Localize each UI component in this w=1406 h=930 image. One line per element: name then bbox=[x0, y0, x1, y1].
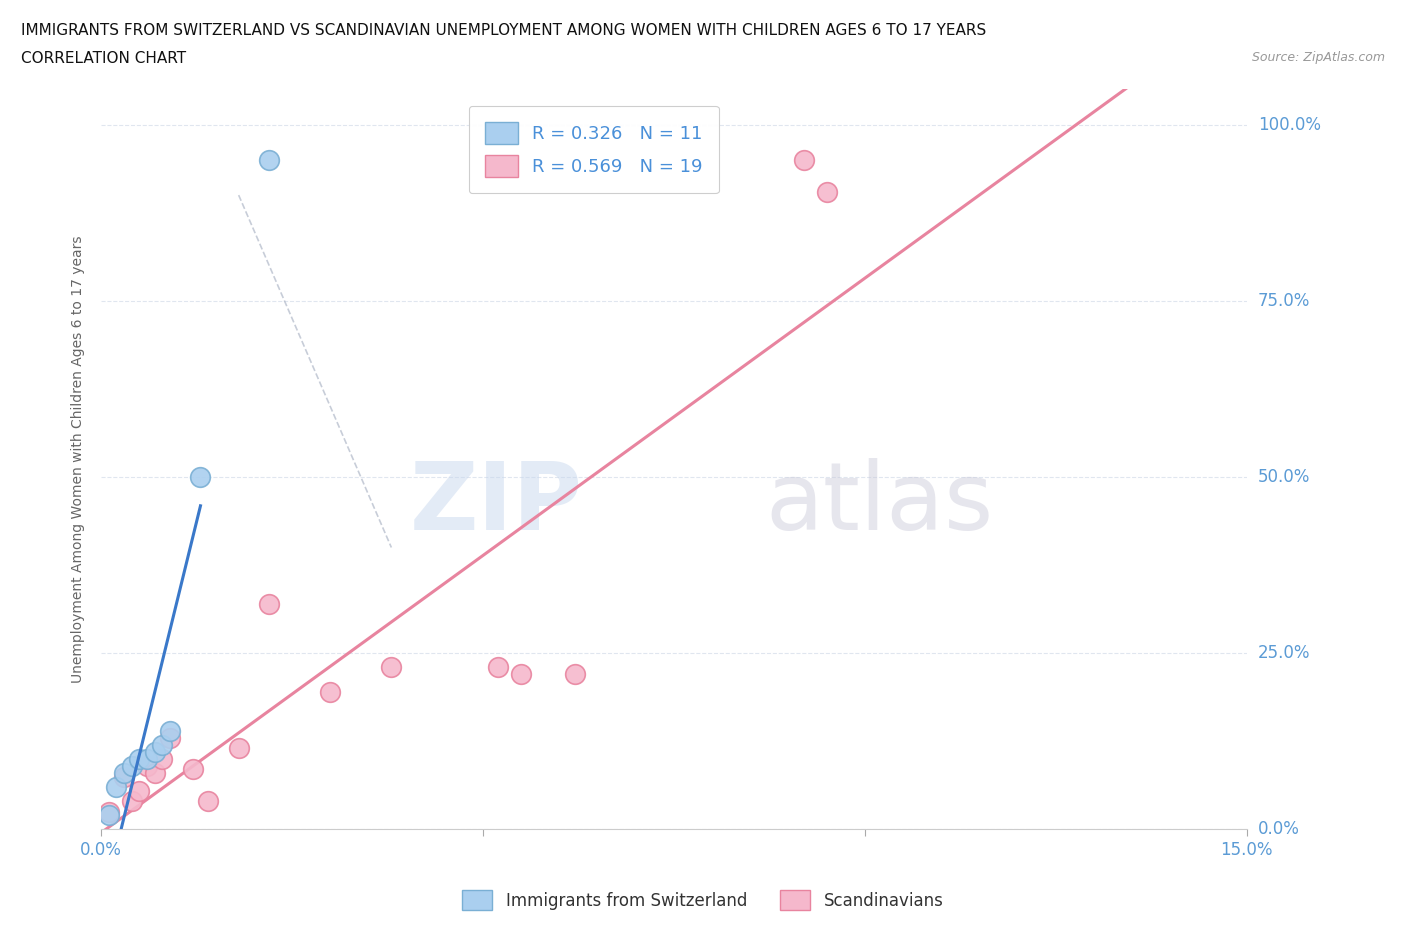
Legend: R = 0.326   N = 11, R = 0.569   N = 19: R = 0.326 N = 11, R = 0.569 N = 19 bbox=[468, 106, 718, 193]
Point bbox=[150, 737, 173, 752]
Text: IMMIGRANTS FROM SWITZERLAND VS SCANDINAVIAN UNEMPLOYMENT AMONG WOMEN WITH CHILDR: IMMIGRANTS FROM SWITZERLAND VS SCANDINAV… bbox=[21, 23, 987, 38]
Y-axis label: Unemployment Among Women with Children Ages 6 to 17 years: Unemployment Among Women with Children A… bbox=[72, 235, 86, 684]
Text: CORRELATION CHART: CORRELATION CHART bbox=[21, 51, 186, 66]
Point bbox=[257, 153, 280, 167]
Text: 0.0%: 0.0% bbox=[1258, 820, 1299, 838]
Point bbox=[97, 808, 120, 823]
Point bbox=[228, 741, 250, 756]
Point bbox=[143, 744, 166, 759]
Text: ZIP: ZIP bbox=[409, 458, 582, 550]
Point bbox=[128, 751, 150, 766]
Point bbox=[564, 667, 586, 682]
Point bbox=[181, 762, 204, 777]
Point bbox=[486, 660, 509, 675]
Point bbox=[190, 470, 212, 485]
Text: atlas: atlas bbox=[765, 458, 994, 550]
Point bbox=[159, 730, 181, 745]
Point bbox=[319, 684, 342, 699]
Point bbox=[815, 184, 838, 199]
Point bbox=[143, 765, 166, 780]
Point bbox=[197, 794, 219, 809]
Point bbox=[380, 660, 402, 675]
Point bbox=[97, 804, 120, 819]
Point bbox=[136, 751, 159, 766]
Point bbox=[150, 751, 173, 766]
Point bbox=[136, 759, 159, 774]
Point bbox=[105, 779, 128, 794]
Text: 25.0%: 25.0% bbox=[1258, 644, 1310, 662]
Point bbox=[121, 794, 143, 809]
Point bbox=[510, 667, 533, 682]
Point bbox=[112, 769, 135, 784]
Legend: Immigrants from Switzerland, Scandinavians: Immigrants from Switzerland, Scandinavia… bbox=[456, 884, 950, 917]
Text: 100.0%: 100.0% bbox=[1258, 115, 1320, 134]
Point bbox=[257, 596, 280, 611]
Text: 50.0%: 50.0% bbox=[1258, 468, 1310, 486]
Point bbox=[121, 759, 143, 774]
Point bbox=[112, 765, 135, 780]
Point bbox=[128, 783, 150, 798]
Text: Source: ZipAtlas.com: Source: ZipAtlas.com bbox=[1251, 51, 1385, 64]
Point bbox=[793, 153, 815, 167]
Text: 75.0%: 75.0% bbox=[1258, 292, 1310, 310]
Point bbox=[159, 724, 181, 738]
